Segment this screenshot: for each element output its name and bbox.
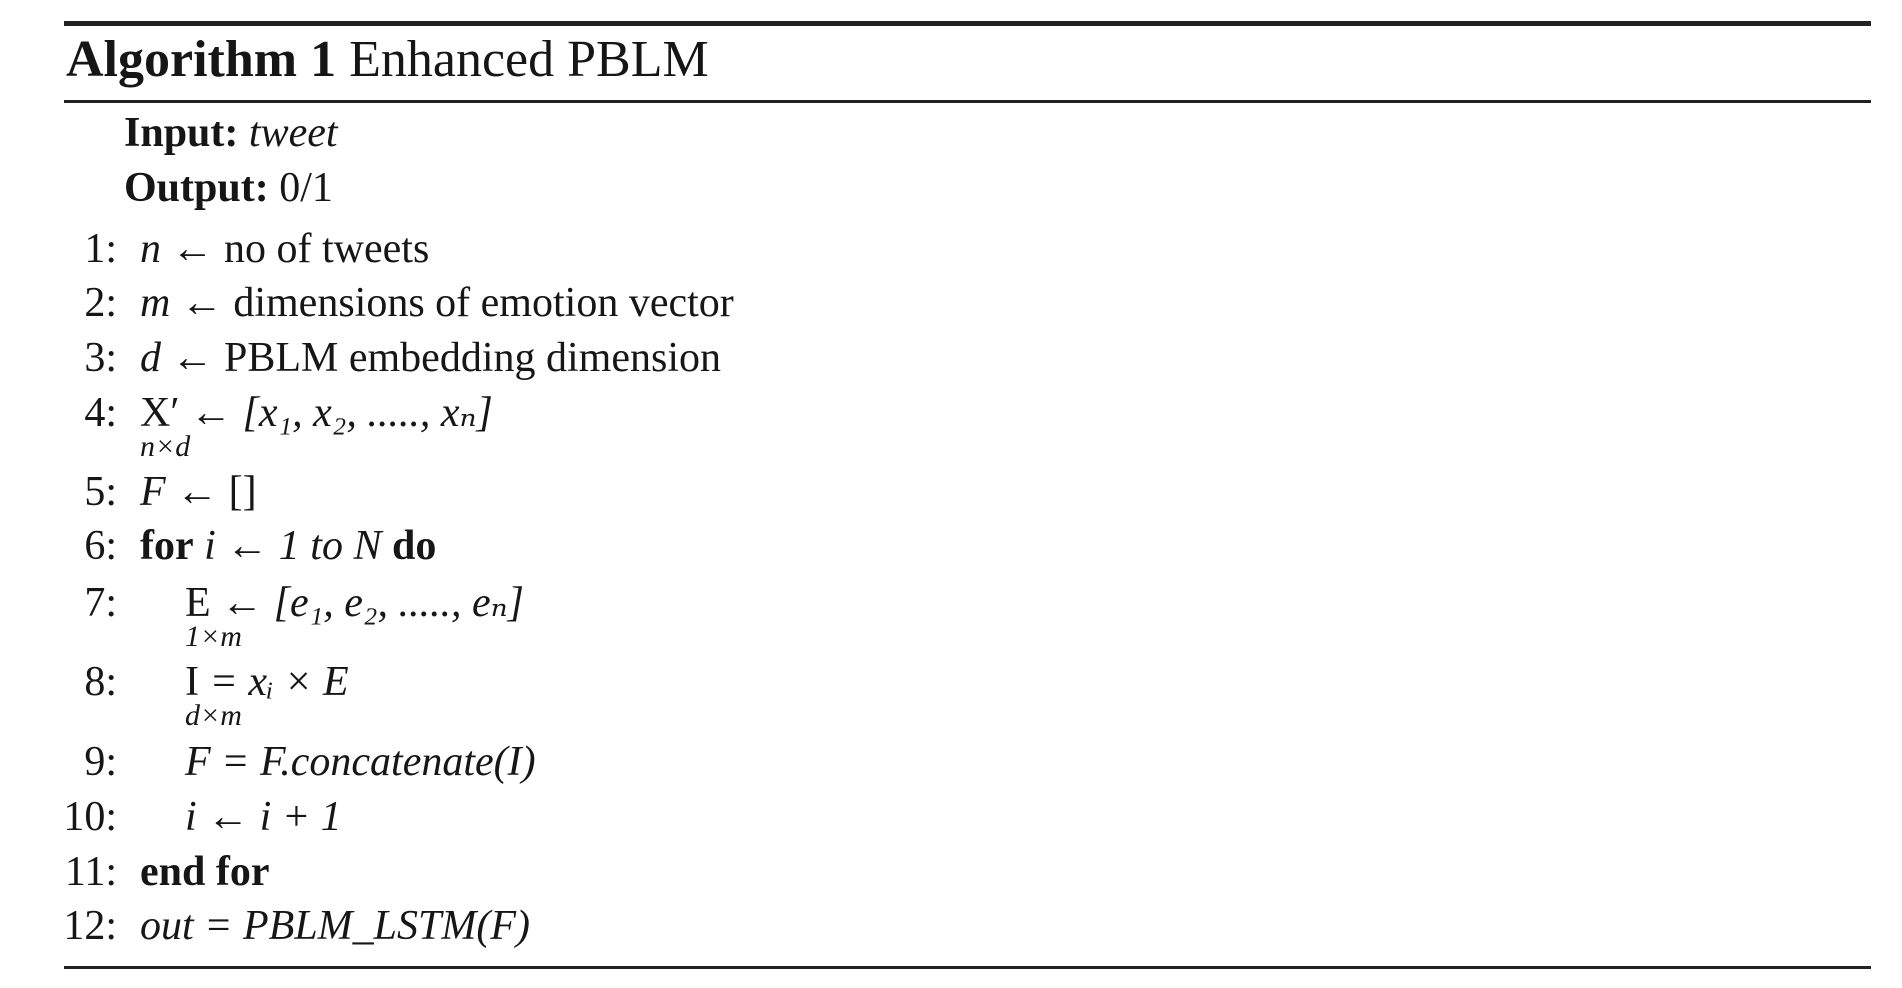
line-number: 4: bbox=[84, 390, 117, 436]
line-number: 12: bbox=[63, 903, 117, 949]
line-content: X′ n×d ← [x₁, x₂, ....., xₙ] bbox=[140, 386, 493, 463]
line-content: F = F.concatenate(I) bbox=[185, 735, 536, 789]
arrow: ← bbox=[171, 335, 214, 381]
algorithm-label: Algorithm 1 bbox=[66, 31, 337, 88]
output-label: Output: bbox=[124, 165, 269, 211]
line-content: for i ← 1 to N do bbox=[140, 519, 436, 573]
line-text: F = F.concatenate(I) bbox=[185, 739, 536, 785]
line-number: 2: bbox=[84, 280, 117, 326]
line-number: 10: bbox=[63, 794, 117, 840]
line-rhs: ← [x₁, x₂, ....., xₙ] bbox=[190, 390, 493, 436]
bottom-rule bbox=[64, 966, 1871, 969]
line-text: PBLM embedding dimension bbox=[224, 335, 721, 381]
line-text: i ← i + 1 bbox=[185, 794, 342, 840]
keyword-for: for bbox=[140, 523, 194, 569]
input-label: Input: bbox=[124, 110, 239, 156]
line-text: no of tweets bbox=[224, 226, 430, 272]
keyword-end-for: end for bbox=[140, 849, 270, 895]
matrix-dim: d×m bbox=[185, 699, 242, 732]
line-rhs: = xᵢ × E bbox=[209, 659, 349, 705]
matrix-dim: 1×m bbox=[185, 620, 242, 653]
line-content: i ← i + 1 bbox=[185, 790, 342, 844]
var-m: m bbox=[140, 280, 171, 326]
matrix-x-prime: X′ n×d bbox=[140, 386, 190, 463]
line-number: 9: bbox=[84, 739, 117, 785]
input-value: tweet bbox=[248, 110, 338, 156]
top-rule bbox=[64, 21, 1871, 26]
loop-range: i ← 1 to N bbox=[204, 523, 382, 569]
var-f: F bbox=[140, 469, 166, 515]
line-text: dimensions of emotion vector bbox=[233, 280, 734, 326]
line-number: 5: bbox=[84, 469, 117, 515]
output-value: 0/1 bbox=[279, 165, 333, 211]
line-rhs: ← [e₁, e₂, ....., eₙ] bbox=[221, 580, 524, 626]
line-content: E 1×m ← [e₁, e₂, ....., eₙ] bbox=[185, 576, 524, 653]
line-number: 7: bbox=[84, 580, 117, 626]
var-n: n bbox=[140, 226, 161, 272]
line-content: out = PBLM_LSTM(F) bbox=[140, 899, 530, 953]
line-content: d ← PBLM embedding dimension bbox=[140, 331, 721, 385]
header-rule bbox=[64, 100, 1871, 103]
var-d: d bbox=[140, 335, 161, 381]
keyword-do: do bbox=[392, 523, 437, 569]
line-number: 6: bbox=[84, 523, 117, 569]
line-number: 11: bbox=[64, 849, 117, 895]
matrix-e: E 1×m bbox=[185, 576, 242, 653]
line-content: m ← dimensions of emotion vector bbox=[140, 276, 734, 330]
line-content: end for bbox=[140, 845, 270, 899]
algorithm-name: Enhanced PBLM bbox=[349, 31, 709, 88]
line-number: 1: bbox=[84, 226, 117, 272]
algorithm-title: Algorithm 1 Enhanced PBLM bbox=[66, 24, 709, 96]
arrow: ← bbox=[171, 226, 214, 272]
line-content: F ← [] bbox=[140, 465, 257, 519]
arrow: ← bbox=[180, 280, 223, 326]
matrix-dim: n×d bbox=[140, 430, 191, 463]
line-rhs: ← [] bbox=[176, 469, 257, 515]
line-text: out = PBLM_LSTM(F) bbox=[140, 903, 530, 949]
line-content: n ← no of tweets bbox=[140, 222, 429, 276]
line-number: 3: bbox=[84, 335, 117, 381]
line-number: 8: bbox=[84, 659, 117, 705]
